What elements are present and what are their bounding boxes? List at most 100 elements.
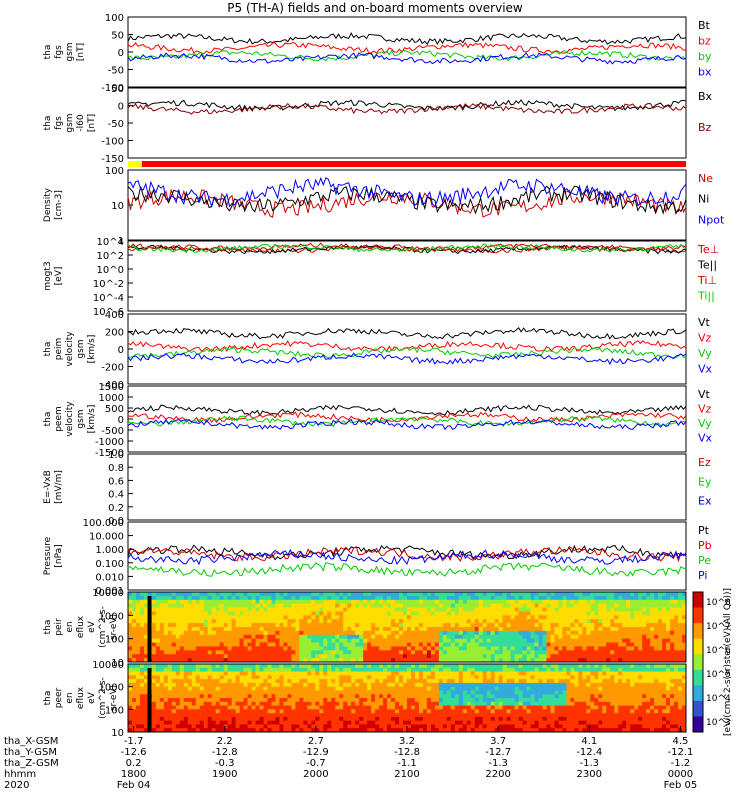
spectrogram-cell bbox=[267, 623, 272, 628]
spectrogram-cell bbox=[594, 671, 599, 676]
series-line-Pe bbox=[127, 561, 687, 577]
spectrogram-cell bbox=[299, 713, 304, 718]
spectrogram-cell bbox=[470, 675, 476, 680]
spectrogram-cell bbox=[399, 638, 404, 643]
spectrogram-cell bbox=[554, 686, 559, 691]
spectrogram-cell bbox=[355, 646, 360, 651]
spectrogram-cell bbox=[391, 716, 396, 722]
spectrogram-cell bbox=[526, 630, 531, 636]
spectrogram-cell bbox=[502, 654, 508, 659]
spectrogram-cell bbox=[586, 728, 591, 733]
spectrogram-cell bbox=[191, 630, 197, 636]
spectrogram-cell bbox=[566, 679, 571, 684]
spectrogram-cell bbox=[582, 658, 587, 663]
spectrogram-cell bbox=[506, 701, 512, 706]
spectrogram-cell bbox=[614, 686, 619, 691]
spectrogram-cell bbox=[418, 709, 424, 714]
spectrogram-cell bbox=[335, 595, 340, 601]
series-line-by bbox=[127, 49, 687, 62]
spectrogram-cell bbox=[538, 675, 543, 680]
spectrogram-cell bbox=[223, 686, 229, 691]
spectrogram-cell bbox=[578, 619, 583, 624]
spectrogram-cell bbox=[502, 724, 508, 729]
spectrogram-cell bbox=[359, 638, 364, 643]
spectrogram-cell bbox=[227, 642, 233, 647]
spectrogram-cell bbox=[155, 667, 161, 672]
spectrogram-cell bbox=[526, 713, 531, 718]
spectrogram-cell bbox=[171, 650, 177, 655]
spectrogram-cell bbox=[546, 599, 551, 605]
spectrogram-cell bbox=[403, 671, 408, 676]
spectrogram-cell bbox=[606, 607, 611, 612]
spectrogram-cell bbox=[614, 675, 619, 680]
spectrogram-cell bbox=[151, 724, 157, 729]
spectrogram-cell bbox=[331, 675, 336, 680]
spectrogram-cell bbox=[291, 658, 296, 663]
spectrogram-cell bbox=[171, 682, 177, 688]
spectrogram-cell bbox=[470, 634, 476, 640]
spectrogram-cell bbox=[363, 627, 368, 632]
spectrogram-cell bbox=[291, 634, 296, 640]
spectrogram-cell bbox=[259, 599, 264, 605]
spectrogram-cell bbox=[143, 698, 149, 703]
spectrogram-cell bbox=[466, 630, 472, 636]
spectrogram-cell bbox=[131, 705, 137, 710]
spectrogram-cell bbox=[558, 667, 563, 672]
spectrogram-cell bbox=[634, 654, 639, 659]
spectrogram-cell bbox=[570, 709, 575, 714]
spectrogram-cell bbox=[131, 638, 137, 643]
spectrogram-cell bbox=[542, 664, 547, 669]
spectrogram-cell bbox=[426, 623, 432, 628]
spectrogram-cell bbox=[279, 675, 284, 680]
spectrogram-cell bbox=[167, 709, 173, 714]
spectrogram-cell bbox=[143, 679, 149, 684]
spectrogram-cell bbox=[399, 627, 404, 632]
spectrogram-cell bbox=[303, 709, 308, 714]
spectrogram-cell bbox=[614, 638, 619, 643]
spectrogram-cell bbox=[466, 667, 472, 672]
spectrogram-cell bbox=[554, 716, 559, 722]
spectrogram-cell bbox=[235, 679, 240, 684]
spectrogram-cell bbox=[323, 724, 328, 729]
legend-label: Vt bbox=[698, 388, 711, 401]
spectrogram-cell bbox=[590, 615, 595, 620]
spectrogram-cell bbox=[183, 615, 189, 620]
spectrogram-cell bbox=[179, 724, 185, 729]
spectrogram-cell bbox=[562, 720, 567, 725]
spectrogram-cell bbox=[319, 686, 324, 691]
spectrogram-cell bbox=[267, 607, 272, 612]
spectrogram-cell bbox=[598, 724, 603, 729]
spectrogram-cell bbox=[522, 694, 527, 699]
spectrogram-cell bbox=[315, 671, 320, 676]
spectrogram-cell bbox=[586, 698, 591, 703]
spectrogram-cell bbox=[414, 619, 420, 624]
spectrogram-cell bbox=[128, 713, 133, 718]
spectrogram-cell bbox=[682, 654, 687, 659]
spectrogram-cell bbox=[554, 728, 559, 733]
spectrogram-cell bbox=[259, 686, 264, 691]
spectrogram-cell bbox=[167, 716, 173, 722]
spectrogram-cell bbox=[159, 634, 165, 640]
spectrogram-cell bbox=[410, 658, 416, 663]
spectrogram-cell bbox=[598, 634, 603, 640]
spectrogram-cell bbox=[155, 634, 161, 640]
spectrogram-cell bbox=[139, 728, 145, 733]
spectrogram-cell bbox=[299, 698, 304, 703]
spectrogram-cell bbox=[359, 603, 364, 608]
spectrogram-cell bbox=[594, 694, 599, 699]
spectrogram-cell bbox=[510, 698, 516, 703]
spectrogram-cell bbox=[530, 667, 535, 672]
spectrogram-cell bbox=[303, 686, 308, 691]
spectrogram-cell bbox=[387, 654, 392, 659]
spectrogram-cell bbox=[379, 724, 384, 729]
spectrogram-cell bbox=[187, 690, 193, 695]
spectrogram-cell bbox=[351, 698, 356, 703]
spectrogram-cell bbox=[470, 682, 476, 688]
y-axis-label: [mV/m] bbox=[54, 470, 64, 504]
spectrogram-cell bbox=[287, 646, 292, 651]
spectrogram-cell bbox=[263, 603, 268, 608]
spectrogram-cell bbox=[522, 698, 527, 703]
spectrogram-cell bbox=[223, 664, 229, 669]
spectrogram-cell bbox=[215, 728, 221, 733]
